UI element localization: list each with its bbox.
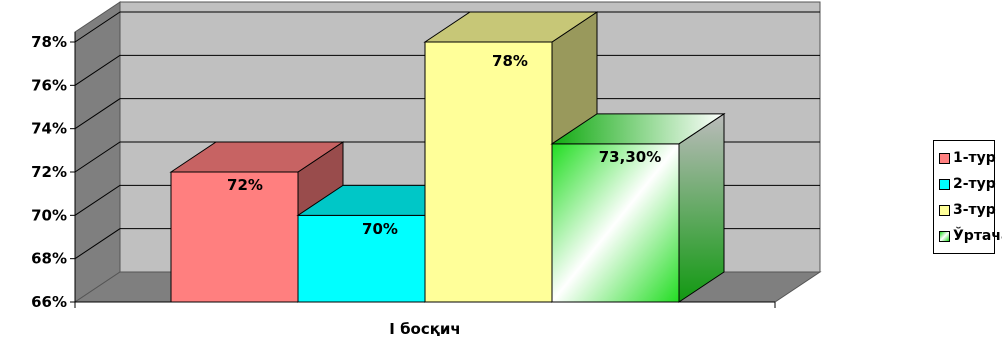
- bar-front: [170, 171, 299, 303]
- legend-label: 3-тур: [953, 202, 996, 218]
- y-tick-label: 68%: [31, 250, 67, 268]
- y-tick-label: 66%: [31, 293, 67, 311]
- legend-label: 2-тур: [953, 176, 996, 192]
- legend: 1-тур 2-тур 3-тур Ўртача: [933, 140, 1002, 254]
- data-label: 73,30%: [599, 148, 661, 166]
- bar: [550, 112, 726, 303]
- bar-top: [550, 113, 726, 145]
- legend-label: 1-тур: [953, 150, 996, 166]
- legend-swatch: [939, 204, 950, 216]
- legend-swatch: [939, 152, 950, 164]
- legend-label: Ўртача: [953, 228, 1002, 244]
- data-label: 78%: [492, 52, 528, 70]
- bar-front: [297, 214, 426, 303]
- legend-swatch: [939, 230, 950, 242]
- data-label: 72%: [227, 176, 263, 194]
- y-tick-label: 74%: [31, 120, 67, 138]
- legend-item: 1-тур: [939, 145, 996, 171]
- category-label: I босқич: [389, 320, 460, 338]
- bar-side: [678, 112, 725, 303]
- bar-front: [424, 41, 553, 303]
- legend-swatch: [939, 178, 950, 190]
- y-tick-label: 78%: [31, 33, 67, 51]
- legend-item: 3-тур: [939, 197, 996, 223]
- side-wall: [74, 1, 121, 303]
- y-tick-label: 76%: [31, 76, 67, 94]
- bar-top: [423, 11, 599, 43]
- data-label: 70%: [362, 220, 398, 238]
- y-tick-label: 70%: [31, 206, 67, 224]
- bar-top: [169, 141, 345, 173]
- bar-front: [551, 143, 680, 303]
- legend-item: 2-тур: [939, 171, 996, 197]
- legend-item: Ўртача: [939, 223, 1002, 249]
- y-tick-label: 72%: [31, 163, 67, 181]
